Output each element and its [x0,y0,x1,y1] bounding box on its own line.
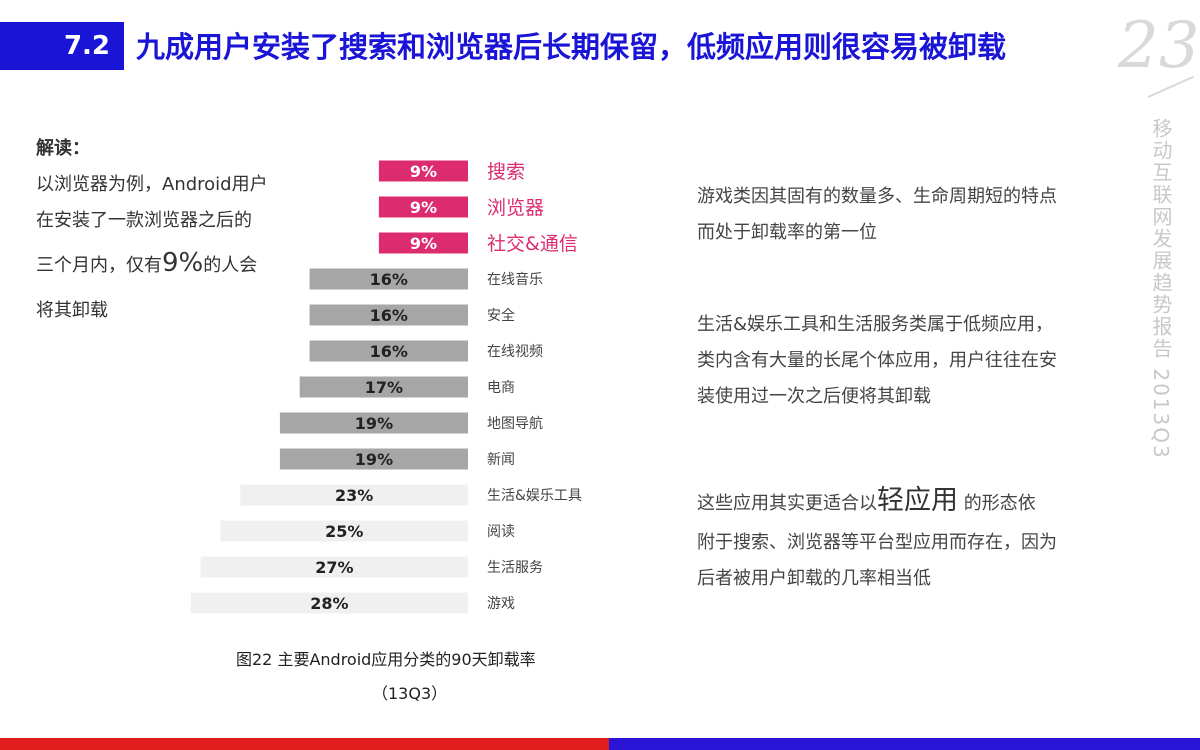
bar-value-label-3: 16% [370,270,408,289]
interpretation-line-3-post: 的人会 [203,255,258,276]
bar-7 [279,412,468,434]
bar-value-label-0: 9% [410,162,437,181]
bar-value-label-6: 17% [365,378,403,397]
bar-value-label-1: 9% [410,198,437,217]
right-paragraph-3-post: 的形态依 [958,493,1036,514]
category-label-4: 安全 [487,307,515,324]
right-paragraph-1-line-1: 游戏类因其固有的数量多、生命周期短的特点 [697,186,1057,207]
light-app-highlight: 轻应用 [877,485,958,516]
bar-value-label-12: 28% [310,594,348,613]
bar-11 [200,556,468,578]
section-number-badge: 7.2 [0,22,124,70]
bar-value-label-11: 27% [315,558,353,577]
category-label-5: 在线视频 [487,344,543,360]
chart-subtitle: （13Q3） [372,684,448,703]
interpretation-line-4: 将其卸载 [36,300,108,321]
category-label-6: 电商 [487,380,515,396]
category-label-2: 社交&通信 [487,233,578,255]
bar-value-label-7: 19% [355,414,393,433]
bar-value-label-5: 16% [370,342,408,361]
bar-value-label-10: 25% [325,522,363,541]
category-label-7: 地图导航 [487,416,543,432]
bar-6 [299,376,468,398]
category-label-9: 生活&娱乐工具 [487,488,582,504]
page-number: 23 [1118,9,1200,83]
right-paragraph-2-line-3: 装使用过一次之后便将其卸载 [697,386,931,407]
interpretation-line-3-pre: 三个月内，仅有 [36,255,162,276]
bar-value-label-8: 19% [355,450,393,469]
right-paragraph-2-line-2: 类内含有大量的长尾个体应用，用户往往在安 [697,350,1057,371]
right-paragraph-1-line-2: 而处于卸载率的第一位 [697,222,877,243]
bar-10 [220,520,468,542]
chart-title: 图22 主要Android应用分类的90天卸载率 [236,650,536,669]
interpretation-label: 解读： [36,138,90,159]
footer-blue-bar [609,738,1200,750]
page-title: 九成用户安装了搜索和浏览器后长期保留，低频应用则很容易被卸载 [136,30,1007,64]
bar-value-label-4: 16% [370,306,408,325]
bar-5 [309,340,468,362]
interpretation-highlight-value: 9% [162,248,204,278]
right-paragraph-2-line-1: 生活&娱乐工具和生活服务类属于低频应用， [697,314,1054,335]
right-paragraph-3-line-3: 后者被用户卸载的几率相当低 [697,568,931,589]
category-label-12: 游戏 [487,596,515,612]
section-number: 7.2 [63,31,110,61]
bar-2 [378,232,468,254]
bar-12 [190,592,469,614]
report-side-title: 移动互联网发展趋势报告 2013Q3 [1149,118,1173,460]
bar-3 [309,268,468,290]
bar-value-label-9: 23% [335,486,373,505]
bar-0 [378,160,468,182]
bar-1 [378,196,468,218]
bar-9 [240,484,468,506]
right-paragraph-3-line-2: 附于搜索、浏览器等平台型应用而存在，因为 [697,532,1057,553]
bar-8 [279,448,468,470]
bar-4 [309,304,468,326]
category-label-0: 搜索 [487,161,525,183]
category-label-8: 新闻 [487,452,515,468]
interpretation-line-1: 以浏览器为例，Android用户 [36,174,268,195]
interpretation-line-2: 在安装了一款浏览器之后的 [36,210,252,231]
bar-value-label-2: 9% [410,234,437,253]
right-paragraph-3-pre: 这些应用其实更适合以 [697,493,877,514]
category-label-11: 生活服务 [487,560,543,576]
right-paragraph-3-line-1: 这些应用其实更适合以轻应用 的形态依 [697,478,1036,517]
category-label-1: 浏览器 [487,197,544,219]
category-label-3: 在线音乐 [487,271,543,288]
interpretation-line-3: 三个月内，仅有9%的人会 [36,248,257,278]
category-label-10: 阅读 [487,523,515,540]
footer-red-bar [0,738,609,750]
